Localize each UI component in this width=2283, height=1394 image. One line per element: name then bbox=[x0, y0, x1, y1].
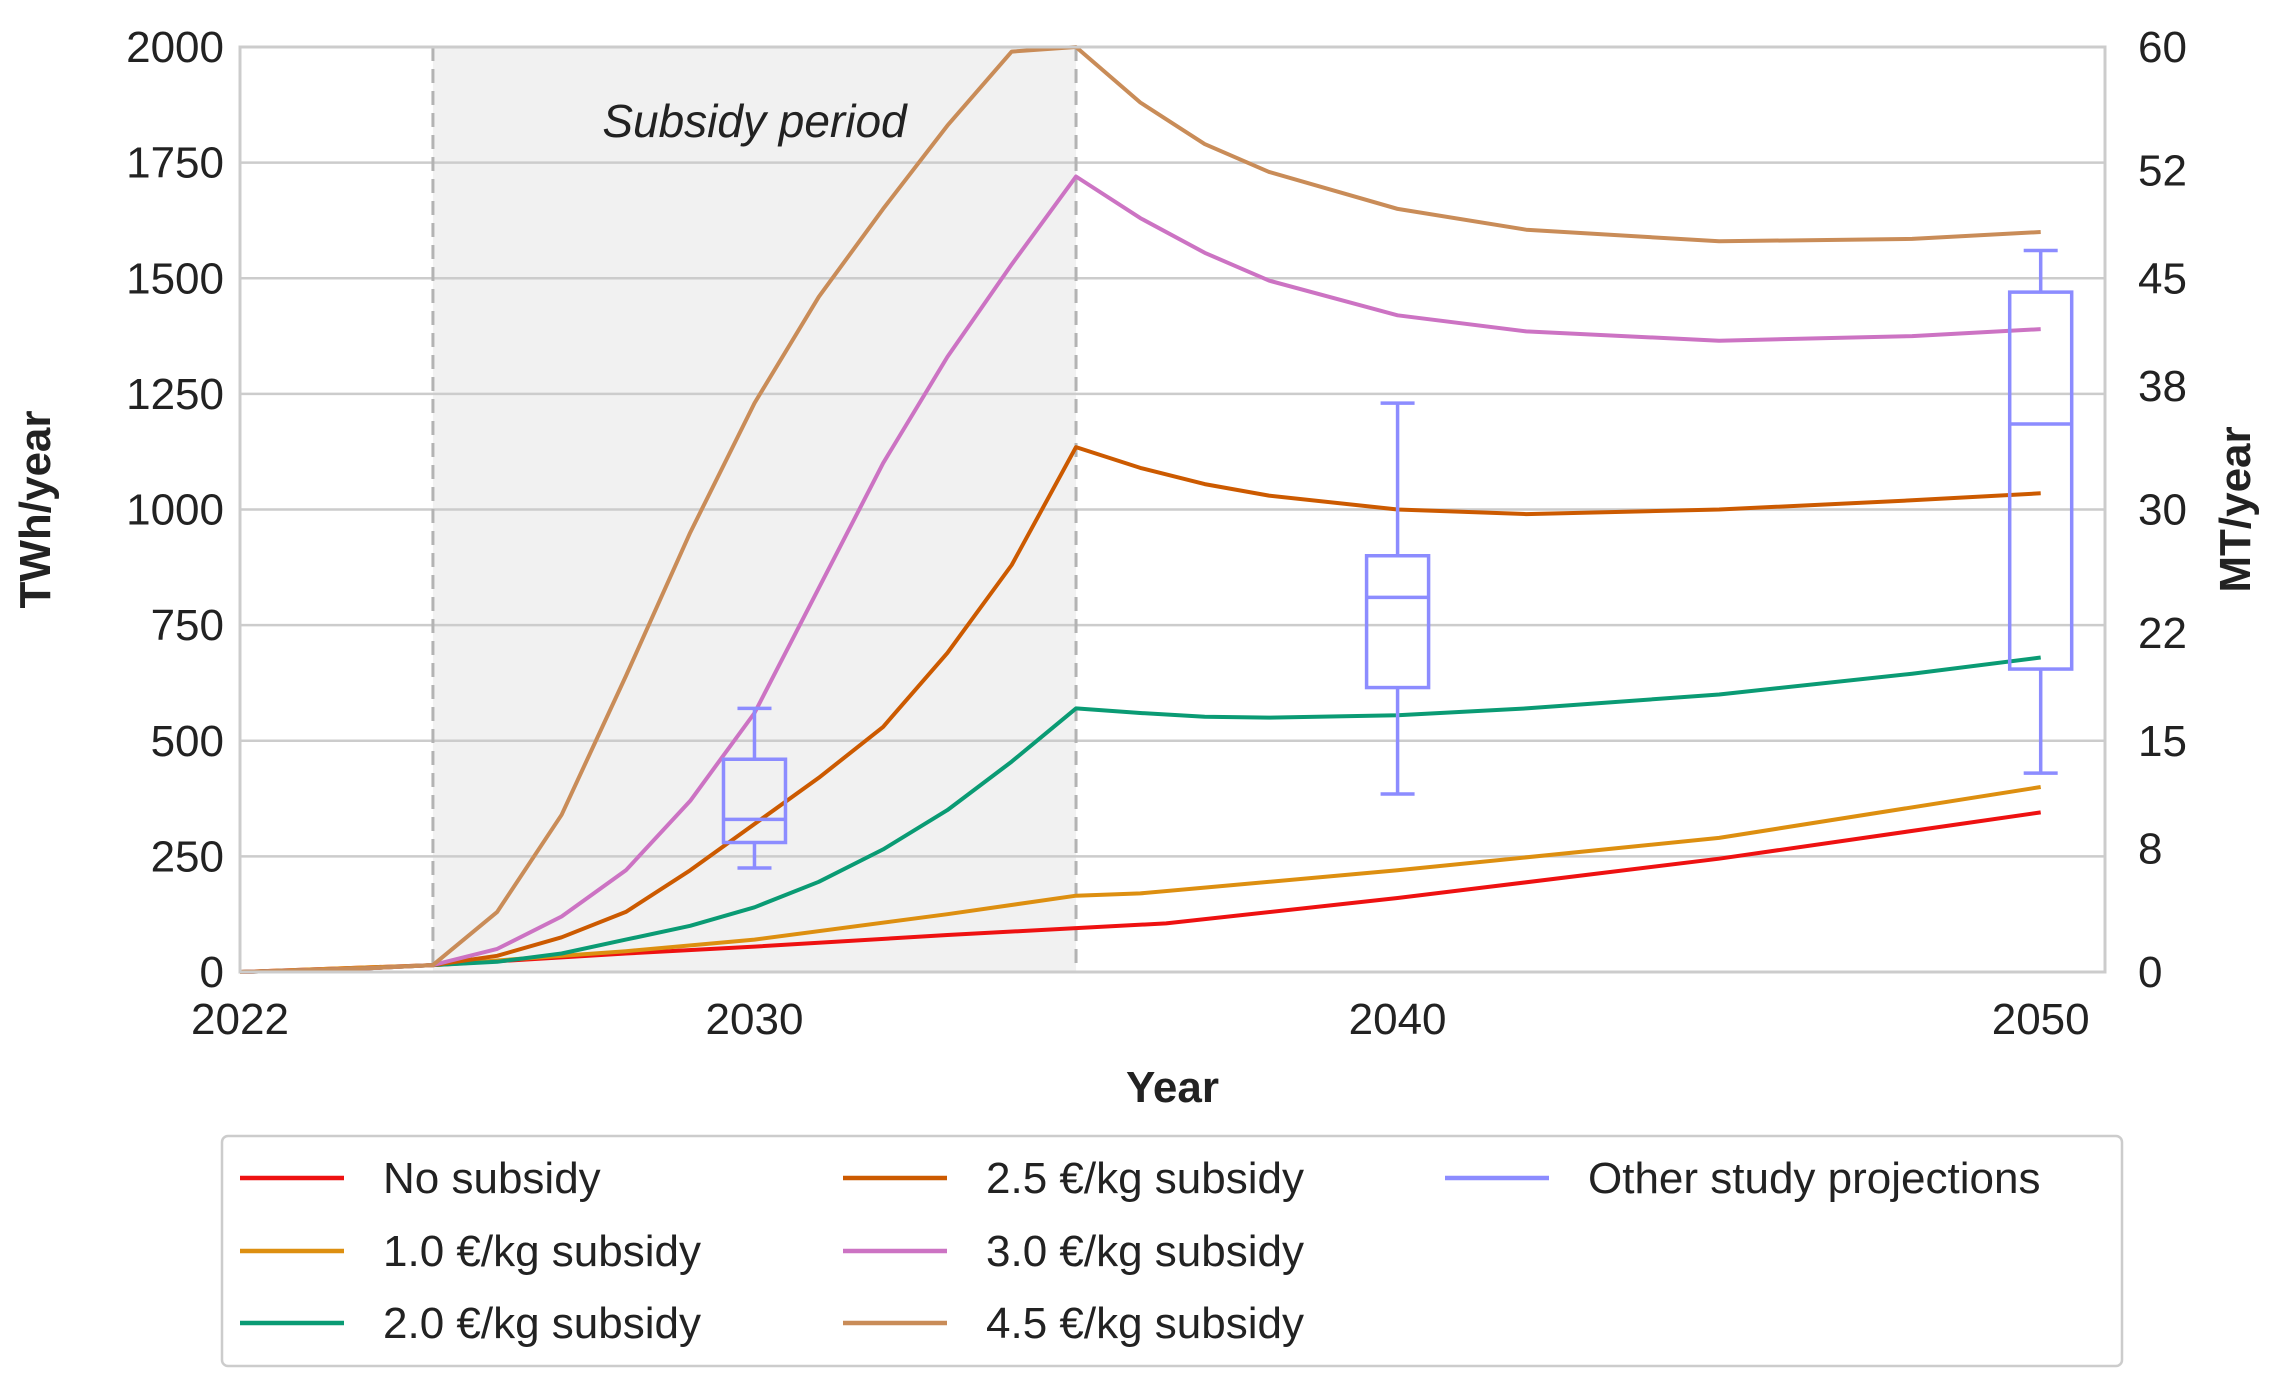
legend-label: 2.0 €/kg subsidy bbox=[383, 1299, 701, 1348]
y-right-tick-label: 30 bbox=[2138, 486, 2187, 535]
y-left-tick-label: 500 bbox=[151, 717, 224, 766]
legend-label: No subsidy bbox=[383, 1154, 601, 1203]
y-right-tick-label: 45 bbox=[2138, 254, 2187, 303]
boxplots bbox=[721, 248, 2074, 870]
legend-label: 2.5 €/kg subsidy bbox=[986, 1154, 1304, 1203]
x-tick-labels: 2022 2030 2040 2050 bbox=[191, 995, 2090, 1044]
y-right-tick-labels: 0 8 15 22 30 38 45 52 60 bbox=[2138, 23, 2187, 997]
y-left-tick-label: 2000 bbox=[126, 23, 224, 72]
y-left-tick-label: 750 bbox=[151, 601, 224, 650]
legend-label: 3.0 €/kg subsidy bbox=[986, 1227, 1304, 1276]
boxplot-box bbox=[721, 757, 788, 845]
y-left-tick-label: 1250 bbox=[126, 370, 224, 419]
y-right-tick-label: 22 bbox=[2138, 609, 2187, 658]
series-line-3 bbox=[239, 445, 2041, 974]
legend-label: 4.5 €/kg subsidy bbox=[986, 1299, 1304, 1348]
y-left-tick-label: 1500 bbox=[126, 254, 224, 303]
x-tick-label: 2030 bbox=[706, 995, 804, 1044]
y-right-tick-label: 38 bbox=[2138, 362, 2187, 411]
x-tick-label: 2040 bbox=[1349, 995, 1447, 1044]
y-right-tick-label: 15 bbox=[2138, 717, 2187, 766]
boxplot-box bbox=[1364, 554, 1431, 690]
legend-frame bbox=[220, 1134, 2124, 1368]
y-left-tick-label: 250 bbox=[151, 832, 224, 881]
series-lines bbox=[239, 45, 2042, 974]
y-left-axis-title: TWh/year bbox=[11, 410, 60, 608]
y-right-axis-title: MT/year bbox=[2211, 426, 2260, 592]
x-axis-title: Year bbox=[1126, 1063, 1219, 1112]
y-left-tick-label: 0 bbox=[200, 948, 224, 997]
subsidy-period-label: Subsidy period bbox=[602, 95, 908, 147]
y-right-tick-label: 60 bbox=[2138, 23, 2187, 72]
y-right-tick-label: 52 bbox=[2138, 146, 2187, 195]
series-line-2 bbox=[239, 655, 2041, 974]
series-line-5 bbox=[239, 45, 2041, 974]
y-right-tick-label: 0 bbox=[2138, 948, 2162, 997]
y-left-tick-label: 1750 bbox=[126, 139, 224, 188]
plot-frame bbox=[238, 45, 2107, 974]
x-tick-label: 2022 bbox=[191, 995, 289, 1044]
y-left-tick-labels: 0 250 500 750 1000 1250 1500 1750 2000 bbox=[126, 23, 224, 997]
y-right-tick-label: 8 bbox=[2138, 825, 2162, 874]
legend-label: Other study projections bbox=[1588, 1154, 2040, 1203]
legend-label: 1.0 €/kg subsidy bbox=[383, 1227, 701, 1276]
y-left-tick-label: 1000 bbox=[126, 486, 224, 535]
x-tick-label: 2050 bbox=[1992, 995, 2090, 1044]
series-line-4 bbox=[239, 174, 2041, 974]
boxplot-box bbox=[2007, 290, 2074, 671]
legend: No subsidy 1.0 €/kg subsidy 2.0 €/kg subsi… bbox=[220, 1134, 2124, 1368]
